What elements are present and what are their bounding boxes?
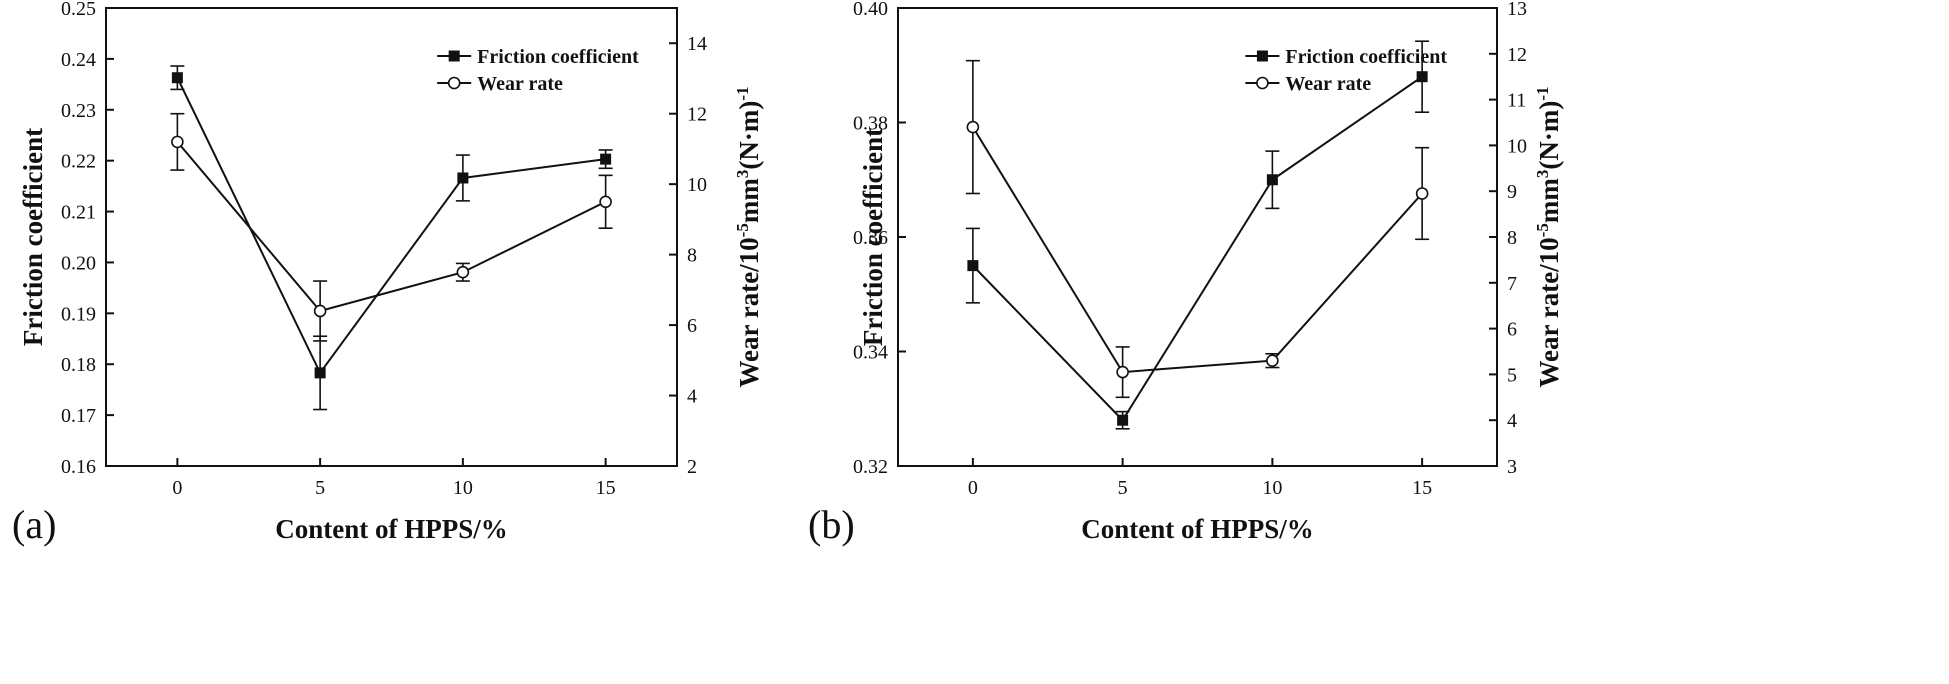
- legend-marker-friction: [448, 50, 460, 62]
- y-axis-title: Friction coefficient: [18, 128, 48, 346]
- y-tick-label: 0.38: [853, 113, 888, 135]
- y-tick-label: 0.18: [61, 354, 96, 376]
- data-point-friction: [171, 72, 183, 84]
- legend-label: Wear rate: [1285, 73, 1371, 95]
- legend-label: Friction coefficient: [477, 46, 639, 68]
- y-tick-label: 0.21: [61, 202, 96, 224]
- data-point-wear: [313, 304, 327, 318]
- y-tick-label: 0.25: [61, 0, 96, 20]
- legend-marker-friction: [1256, 50, 1268, 62]
- x-tick-label: 5: [315, 477, 325, 499]
- y-tick-label: 0.17: [61, 405, 96, 427]
- y2-tick-label: 5: [1507, 364, 1517, 386]
- data-point-friction: [1266, 174, 1278, 186]
- y2-tick-label: 9: [1507, 181, 1517, 203]
- x-tick-label: 0: [968, 477, 978, 499]
- legend-marker-wear: [447, 76, 461, 90]
- data-point-wear: [171, 135, 184, 149]
- data-point-wear: [1116, 365, 1129, 379]
- y2-tick-label: 10: [687, 174, 707, 196]
- y2-tick-label: 12: [1507, 44, 1527, 66]
- y-tick-label: 0.32: [853, 456, 888, 478]
- y2-tick-label: 8: [687, 245, 697, 267]
- panel-a: 0 5 10 15 0.16 0.17 0.18 0.19 0.20 0.21 0.22 0.23 0.…: [12, 0, 764, 547]
- x-axis-title: Content of HPPS/%: [275, 514, 508, 544]
- data-point-wear: [1415, 187, 1429, 200]
- data-point-friction: [967, 260, 979, 272]
- legend-marker-wear: [1256, 76, 1269, 90]
- series-line-wear: [972, 126, 1423, 374]
- y-tick-label: 0.20: [61, 252, 96, 274]
- y-tick-label: 0.19: [61, 303, 96, 325]
- y2-tick-label: 3: [1507, 456, 1517, 478]
- y-tick-label: 0.34: [853, 342, 888, 364]
- y2-axis-title: Wear rate/10-5mm3(N·m)-1: [1533, 86, 1564, 387]
- data-point-wear: [599, 195, 612, 209]
- panel-b: 0 5 10 15 0.32 0.34 0.36 0.38 0.40 3 4 5 6 7 8 9 10 11 12 1…: [808, 0, 1564, 547]
- series-line-friction: [176, 77, 606, 375]
- y2-tick-label: 7: [1507, 273, 1517, 295]
- data-point-friction: [600, 153, 612, 165]
- plot-frame: [897, 7, 1498, 467]
- y-tick-label: 0.16: [61, 456, 96, 478]
- plot-frame: [105, 7, 678, 467]
- y2-tick-label: 13: [1507, 0, 1527, 20]
- y-tick-label: 0.23: [61, 100, 96, 122]
- panel-label: (a): [12, 502, 56, 547]
- y-tick-label: 0.40: [853, 0, 888, 20]
- x-tick-label: 15: [596, 477, 616, 499]
- y2-tick-label: 12: [687, 104, 707, 126]
- x-axis-title: Content of HPPS/%: [1081, 514, 1314, 544]
- data-point-wear: [1266, 354, 1279, 367]
- x-tick-label: 15: [1412, 477, 1432, 499]
- data-point-wear: [456, 265, 470, 279]
- y-tick-label: 0.36: [853, 227, 888, 249]
- legend-label: Wear rate: [477, 73, 563, 95]
- y2-tick-label: 14: [687, 33, 707, 55]
- data-point-friction: [314, 367, 326, 379]
- y2-tick-label: 8: [1507, 227, 1517, 249]
- panel-label: (b): [808, 502, 855, 547]
- y2-tick-label: 6: [1507, 319, 1517, 341]
- y2-tick-label: 10: [1507, 135, 1527, 157]
- y-tick-label: 0.22: [61, 151, 96, 173]
- data-point-friction: [457, 172, 469, 184]
- data-point-wear: [966, 120, 980, 134]
- x-tick-label: 5: [1118, 477, 1128, 499]
- legend-label: Friction coefficient: [1285, 46, 1447, 68]
- y2-axis-title: Wear rate/10-5mm3(N·m)-1: [733, 86, 764, 387]
- y2-tick-label: 4: [687, 386, 697, 408]
- x-tick-label: 10: [1262, 477, 1282, 499]
- x-tick-label: 10: [453, 477, 473, 499]
- y2-tick-label: 6: [687, 315, 697, 337]
- y-tick-label: 0.24: [61, 49, 96, 71]
- y2-tick-label: 2: [687, 456, 697, 478]
- data-point-friction: [1117, 414, 1129, 426]
- y-axis-title: Friction coefficient: [858, 128, 888, 346]
- y2-tick-label: 4: [1507, 410, 1517, 432]
- data-point-friction: [1416, 71, 1428, 83]
- series-line-friction: [972, 75, 1423, 422]
- x-tick-label: 0: [172, 477, 182, 499]
- series-line-wear: [176, 141, 607, 313]
- y2-tick-label: 11: [1507, 90, 1526, 112]
